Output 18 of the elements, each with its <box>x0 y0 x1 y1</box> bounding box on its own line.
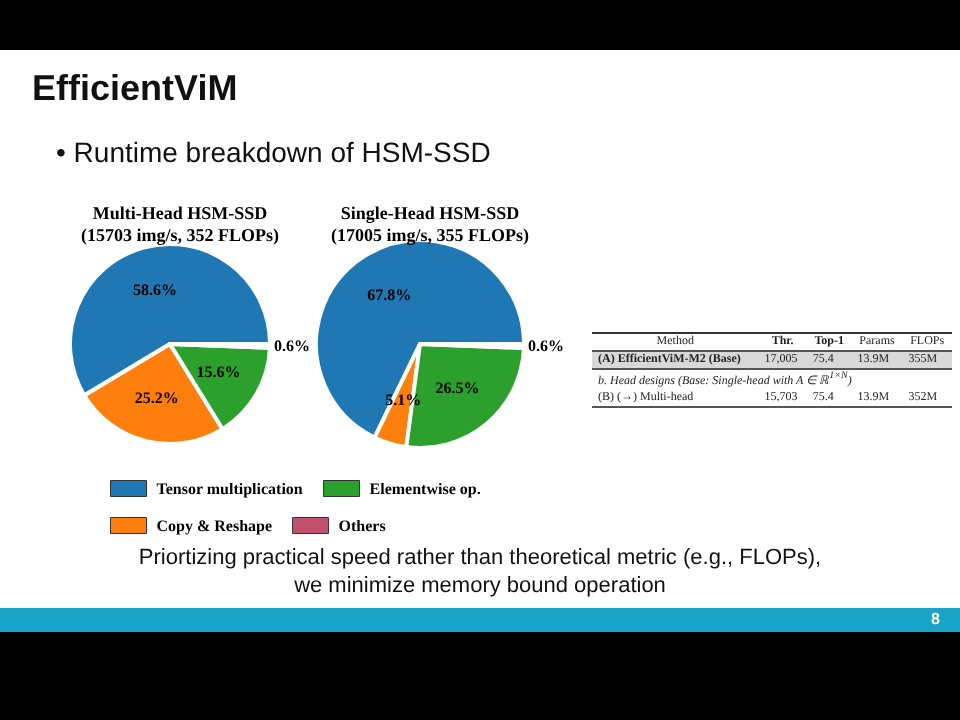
data-label: 0.6% <box>527 337 564 356</box>
data-label: 15.6% <box>196 363 241 382</box>
legend-label: Tensor multiplication <box>156 479 304 498</box>
text: EfficientViM <box>32 68 238 110</box>
legend-label: Others <box>338 516 386 535</box>
chart-title: Multi-Head HSM-SSD (15703 img/s, 352 FLOPs) <box>81 203 279 245</box>
legend-label: Copy & Reshape <box>156 516 273 535</box>
data-label: 26.5% <box>435 379 480 398</box>
data-label: 5.1% <box>385 390 422 409</box>
text: Priortizing practical speed rather than theoretical metric (e.g., FLOPs), we minimize memory bound operation <box>136 544 824 600</box>
legend-label: Elementwise op. <box>369 479 481 498</box>
text: 8 <box>931 610 940 628</box>
chart-title: Single-Head HSM-SSD (17005 img/s, 355 FLOPs) <box>331 203 529 245</box>
data-label: 58.6% <box>133 281 178 300</box>
data-label: 25.2% <box>134 389 179 408</box>
data-label: 67.8% <box>367 285 412 304</box>
data-label: 0.6% <box>273 336 310 355</box>
text: • Runtime breakdown of HSM-SSD <box>56 136 491 168</box>
